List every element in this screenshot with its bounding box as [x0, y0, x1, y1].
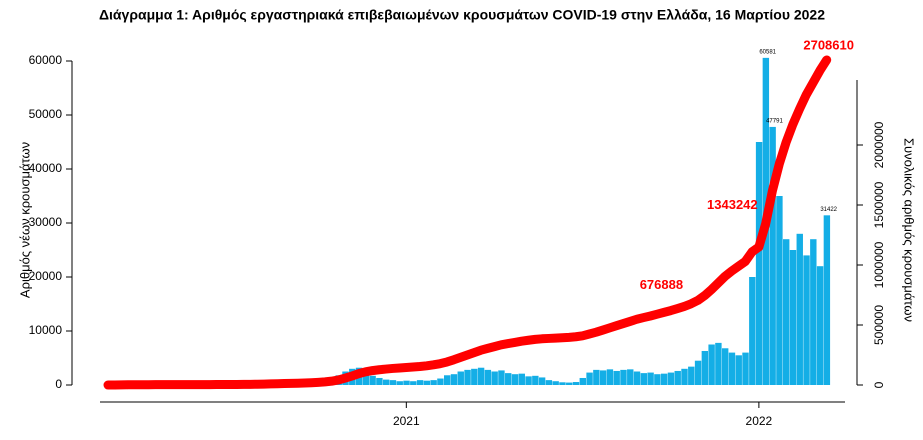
bar — [776, 196, 783, 385]
bar — [552, 381, 559, 385]
bar — [620, 369, 627, 385]
bar — [613, 370, 620, 385]
y2-tick-label: 1000000 — [872, 241, 886, 288]
bar — [416, 380, 424, 385]
bar — [816, 266, 824, 385]
bar — [647, 372, 654, 385]
bar — [430, 380, 437, 385]
y2-tick-label: 500000 — [872, 305, 886, 345]
y-tick-label: 40000 — [29, 161, 63, 175]
y-tick-label: 50000 — [29, 107, 63, 121]
bar — [572, 382, 580, 385]
bar — [579, 377, 586, 385]
bar — [599, 370, 607, 385]
bar — [715, 342, 722, 385]
bar — [742, 352, 749, 385]
bar — [382, 379, 390, 385]
y-tick-label: 20000 — [29, 269, 63, 283]
y-tick-label: 30000 — [29, 215, 63, 229]
bar — [477, 367, 485, 385]
bar — [369, 375, 376, 385]
bar — [755, 142, 763, 385]
bar — [484, 369, 492, 385]
data-label: 676888 — [640, 277, 683, 292]
data-label: 2708610 — [803, 37, 854, 52]
bar — [532, 375, 539, 385]
bar — [403, 380, 410, 385]
data-label: 1343242 — [707, 197, 758, 212]
bar — [803, 255, 810, 385]
x-tick-label: 2022 — [746, 414, 773, 428]
bar — [437, 378, 444, 385]
bar — [633, 371, 641, 385]
bar — [627, 369, 634, 385]
bar — [810, 239, 817, 385]
chart-title: Διάγραμμα 1: Αριθμός εργαστηριακά επιβεβ… — [99, 7, 825, 23]
bar — [518, 373, 525, 385]
y-axis-label: Αριθμός νέων κρουσμάτων — [17, 142, 32, 298]
bar — [674, 370, 681, 385]
bar — [694, 360, 702, 385]
bar — [538, 377, 546, 385]
y2-tick-label: 0 — [872, 381, 886, 388]
bar — [471, 368, 478, 385]
bar — [396, 381, 403, 385]
y-tick-label: 0 — [55, 377, 62, 391]
bar — [783, 239, 790, 385]
y-tick-label: 60000 — [29, 53, 63, 67]
bar — [511, 374, 519, 385]
bar — [667, 372, 675, 385]
bar — [789, 250, 797, 385]
bar — [389, 380, 397, 385]
bar — [491, 371, 498, 385]
bar — [660, 373, 668, 385]
bar — [545, 380, 553, 385]
bar — [701, 350, 709, 385]
bar — [566, 382, 573, 385]
bar — [593, 369, 600, 385]
bar — [450, 374, 458, 385]
bar — [769, 126, 776, 386]
bar — [681, 368, 688, 385]
bar — [749, 277, 756, 385]
bar — [464, 369, 471, 385]
data-label: 60581 — [759, 49, 776, 55]
y2-tick-label: 2000000 — [872, 121, 886, 168]
bar — [410, 381, 417, 385]
bar — [735, 355, 742, 385]
bar — [376, 377, 383, 385]
data-label: 47791 — [766, 119, 783, 125]
bar — [444, 375, 451, 385]
bar — [640, 373, 648, 385]
bar — [362, 371, 370, 385]
bar — [688, 366, 695, 385]
bar — [708, 344, 715, 385]
bar — [423, 380, 431, 385]
bar — [823, 215, 831, 385]
bar — [796, 233, 803, 385]
cumulative-line — [103, 55, 832, 390]
bar — [606, 369, 614, 385]
bar — [457, 371, 464, 385]
bar — [721, 348, 729, 385]
data-label: 31422 — [820, 207, 837, 213]
y-tick-label: 10000 — [29, 323, 63, 337]
bar — [586, 372, 593, 385]
bar — [559, 382, 566, 385]
bar — [728, 352, 736, 385]
y2-axis-label: Συνολικός αριθμός κρουσμάτων — [902, 138, 917, 322]
bar — [525, 376, 532, 385]
bar — [498, 370, 505, 385]
bar — [505, 373, 512, 385]
y2-tick-label: 1500000 — [872, 181, 886, 228]
bar — [654, 374, 661, 385]
x-tick-label: 2021 — [393, 414, 420, 428]
